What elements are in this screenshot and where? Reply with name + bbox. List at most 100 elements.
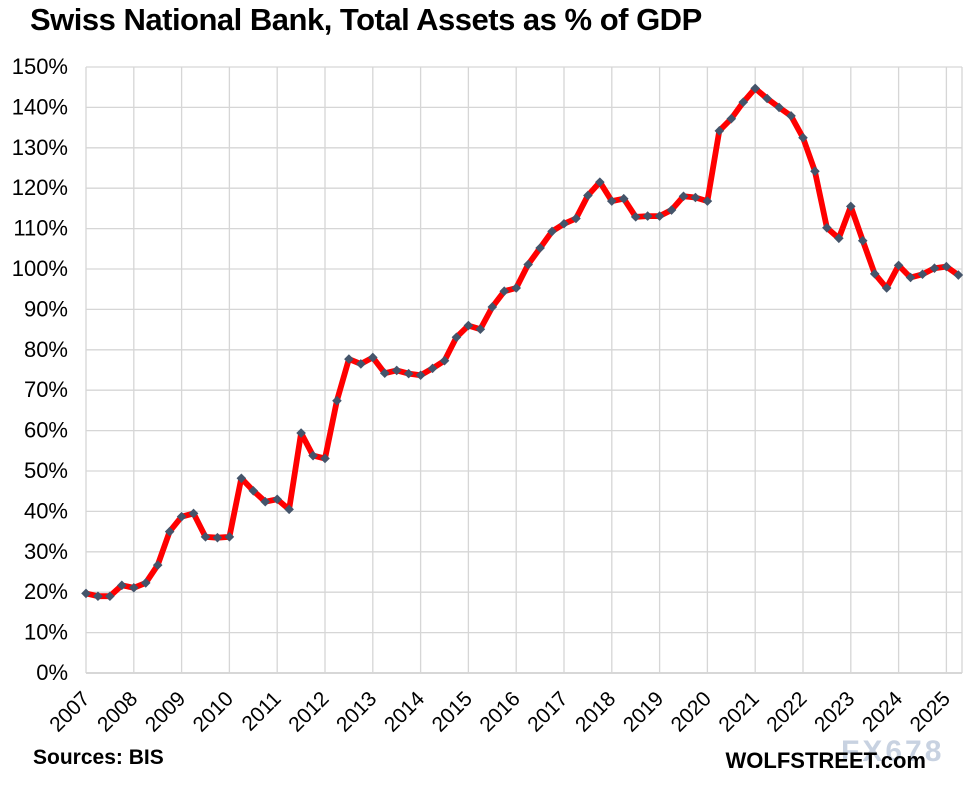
data-point-marker bbox=[308, 450, 318, 461]
data-point-marker bbox=[607, 196, 617, 206]
data-point-marker bbox=[152, 560, 163, 570]
data-point-marker bbox=[798, 132, 808, 143]
data-point-marker bbox=[774, 102, 784, 113]
data-point-marker bbox=[846, 201, 856, 212]
data-point-marker bbox=[344, 354, 354, 364]
y-tick-label: 100% bbox=[12, 256, 68, 281]
data-point-marker bbox=[140, 578, 151, 588]
y-tick-label: 120% bbox=[12, 175, 68, 200]
data-point-marker bbox=[499, 286, 510, 297]
data-point-marker bbox=[953, 270, 964, 280]
watermark-text: FX678 bbox=[841, 735, 945, 768]
data-point-marker bbox=[391, 365, 402, 376]
data-point-marker bbox=[881, 283, 892, 293]
data-point-marker bbox=[618, 193, 629, 204]
x-tick-label: 2010 bbox=[189, 687, 238, 736]
data-point-marker bbox=[332, 395, 342, 406]
x-tick-label: 2014 bbox=[380, 687, 430, 737]
data-point-marker bbox=[869, 269, 880, 279]
y-tick-label: 30% bbox=[24, 539, 68, 564]
x-tick-label: 2018 bbox=[571, 687, 620, 736]
data-point-marker bbox=[236, 473, 247, 484]
data-point-marker bbox=[368, 352, 378, 363]
x-tick-label: 2021 bbox=[714, 687, 763, 736]
y-tick-label: 90% bbox=[24, 296, 68, 321]
x-tick-label: 2023 bbox=[810, 687, 859, 736]
data-point-marker bbox=[702, 196, 713, 206]
data-point-marker bbox=[320, 453, 330, 464]
data-point-marker bbox=[834, 233, 844, 244]
data-point-marker bbox=[559, 218, 569, 229]
data-point-marker bbox=[666, 205, 677, 215]
x-tick-label: 2012 bbox=[284, 687, 333, 736]
data-point-marker bbox=[726, 113, 737, 124]
data-point-marker bbox=[439, 355, 450, 366]
x-tick-label: 2009 bbox=[141, 687, 190, 736]
x-tick-label: 2013 bbox=[332, 687, 381, 736]
y-tick-label: 140% bbox=[12, 94, 68, 119]
brand-label: WOLFSTREET.com bbox=[725, 748, 926, 773]
y-tick-label: 110% bbox=[13, 216, 68, 241]
y-tick-label: 80% bbox=[24, 337, 68, 362]
data-point-marker bbox=[654, 211, 665, 221]
x-tick-label: 2017 bbox=[523, 687, 572, 736]
data-point-marker bbox=[690, 192, 701, 203]
data-point-marker bbox=[415, 370, 426, 381]
x-tick-label: 2016 bbox=[475, 687, 524, 736]
data-point-marker bbox=[272, 494, 282, 505]
data-point-marker bbox=[475, 324, 486, 334]
data-point-marker bbox=[403, 368, 414, 379]
data-point-marker bbox=[451, 332, 462, 343]
series-line bbox=[83, 85, 962, 600]
x-tick-label: 2020 bbox=[667, 687, 716, 736]
data-point-marker bbox=[81, 588, 91, 599]
data-point-marker bbox=[487, 302, 498, 312]
data-point-marker bbox=[224, 532, 235, 542]
data-point-marker bbox=[248, 485, 259, 496]
data-point-marker bbox=[379, 368, 390, 379]
data-point-marker bbox=[905, 272, 916, 283]
x-tick-label: 2015 bbox=[428, 687, 477, 736]
x-tick-label: 2011 bbox=[238, 687, 286, 735]
data-point-marker bbox=[810, 166, 820, 177]
data-point-marker bbox=[678, 191, 689, 202]
data-point-marker bbox=[762, 93, 772, 104]
data-point-marker bbox=[738, 97, 749, 107]
data-point-marker bbox=[535, 243, 545, 253]
data-point-marker bbox=[595, 177, 605, 187]
x-tick-label: 2022 bbox=[762, 687, 811, 736]
y-tick-label: 70% bbox=[24, 377, 68, 402]
y-tick-label: 40% bbox=[24, 498, 68, 523]
data-point-marker bbox=[929, 263, 940, 273]
data-point-marker bbox=[296, 428, 306, 438]
data-point-marker bbox=[822, 222, 832, 233]
data-point-marker bbox=[750, 83, 760, 94]
data-point-marker bbox=[642, 211, 653, 221]
data-point-marker bbox=[571, 213, 581, 224]
y-tick-label: 20% bbox=[24, 579, 68, 604]
data-point-marker bbox=[117, 580, 127, 591]
data-point-marker bbox=[164, 526, 175, 537]
x-tick-label: 2019 bbox=[619, 687, 668, 736]
data-point-marker bbox=[463, 320, 474, 331]
y-tick-label: 130% bbox=[12, 135, 68, 160]
y-tick-label: 60% bbox=[24, 418, 68, 443]
x-tick-label: 2007 bbox=[45, 687, 94, 736]
data-point-marker bbox=[583, 190, 593, 201]
data-point-marker bbox=[630, 212, 641, 222]
y-tick-label: 150% bbox=[12, 54, 68, 79]
data-point-marker bbox=[212, 532, 223, 543]
data-point-marker bbox=[200, 532, 211, 542]
data-point-marker bbox=[105, 591, 115, 602]
data-point-marker bbox=[941, 261, 952, 272]
data-point-marker bbox=[547, 226, 557, 237]
x-tick-label: 2024 bbox=[858, 687, 908, 737]
data-point-marker bbox=[523, 259, 533, 270]
data-point-marker bbox=[284, 504, 294, 515]
data-point-marker bbox=[129, 582, 139, 593]
x-tick-label: 2025 bbox=[906, 687, 955, 736]
y-tick-label: 10% bbox=[24, 620, 68, 645]
sources-label: Sources: BIS bbox=[33, 746, 164, 769]
data-point-marker bbox=[893, 260, 904, 271]
